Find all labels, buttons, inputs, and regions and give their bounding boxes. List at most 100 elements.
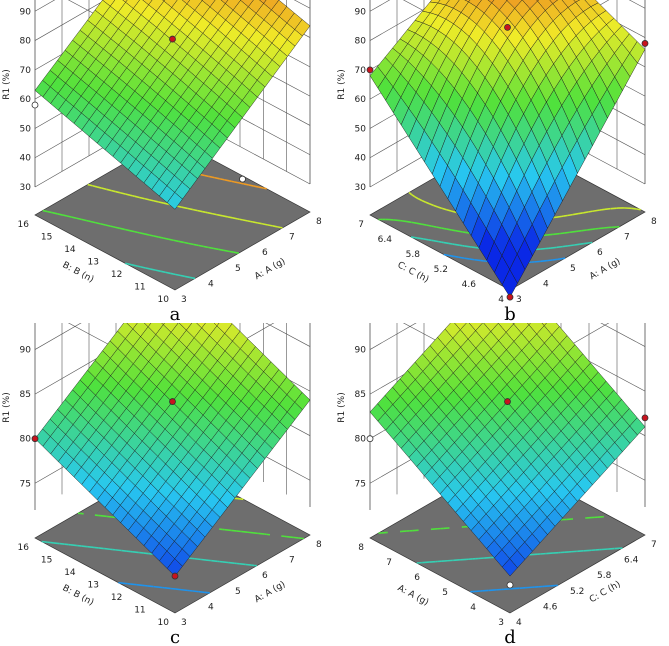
z-tick-label: 50 <box>20 124 32 134</box>
surface-plot-d: 9590858075R1 (%)44.65.25.86.47C: C (h)34… <box>335 323 669 646</box>
wall-grid-line <box>369 323 417 350</box>
design-point <box>239 175 246 183</box>
design-point <box>506 293 514 301</box>
y-tick-label: 13 <box>88 581 99 591</box>
x-tick-label: 4 <box>516 618 522 628</box>
x-axis-label: A: A (g) <box>253 257 287 282</box>
x-tick-label: 7 <box>289 556 295 566</box>
z-axis-label: R1 (%) <box>337 392 347 422</box>
y-tick-label: 11 <box>134 283 145 293</box>
z-tick-label: 60 <box>20 95 32 105</box>
design-point <box>504 398 511 405</box>
wall-grid-line <box>600 323 646 347</box>
z-tick-label: 70 <box>355 66 367 76</box>
design-point <box>506 581 514 589</box>
y-tick-label: 7 <box>358 220 364 230</box>
y-tick-label: 13 <box>88 258 99 268</box>
x-axis-label: A: A (g) <box>588 257 622 282</box>
x-axis-label: A: A (g) <box>253 580 287 605</box>
design-points <box>366 23 649 301</box>
y-tick-label: 6.4 <box>378 235 393 245</box>
x-tick-label: 6 <box>262 571 268 581</box>
y-tick-label: 12 <box>111 270 122 280</box>
panel-caption: a <box>170 304 181 323</box>
x-tick-label: 5 <box>235 264 241 274</box>
x-tick-label: 7 <box>289 233 295 243</box>
x-tick-label: 8 <box>316 217 322 227</box>
y-tick-label: 4 <box>498 295 504 305</box>
x-axis-label: C: C (h) <box>588 580 622 606</box>
design-point <box>641 40 649 47</box>
z-axis: 9590858075R1 (%) <box>2 346 32 490</box>
y-tick-label: 7 <box>386 558 392 568</box>
x-tick-label: 5.2 <box>570 587 584 597</box>
y-tick-label: 10 <box>158 618 170 628</box>
z-axis: 10090807060504030R1 (%) <box>337 7 367 193</box>
response-surface <box>34 323 311 577</box>
response-surface <box>369 0 646 298</box>
z-tick-label: 90 <box>355 7 367 17</box>
design-point <box>366 435 374 443</box>
panel-caption: d <box>504 627 516 646</box>
x-tick-label: 3 <box>181 618 187 628</box>
y-tick-label: 5 <box>442 588 448 598</box>
x-tick-label: 4.6 <box>543 602 558 612</box>
z-tick-label: 90 <box>20 7 32 17</box>
x-tick-label: 4 <box>208 279 214 289</box>
z-tick-label: 80 <box>355 435 367 445</box>
x-tick-label: 6.4 <box>624 556 639 566</box>
panel-caption: c <box>170 627 180 646</box>
y-tick-label: 6 <box>414 573 420 583</box>
wall-grid-line <box>265 323 311 347</box>
design-point <box>641 414 649 422</box>
x-tick-label: 3 <box>181 295 187 305</box>
x-tick-label: 6 <box>262 248 268 258</box>
y-tick-label: 5.8 <box>406 250 421 260</box>
x-tick-label: 8 <box>651 217 657 227</box>
z-tick-label: 50 <box>355 124 367 134</box>
y-tick-label: 4.6 <box>462 280 477 290</box>
z-tick-label: 85 <box>355 390 366 400</box>
z-axis-label: R1 (%) <box>337 69 347 99</box>
z-tick-label: 85 <box>20 390 31 400</box>
z-tick-label: 60 <box>355 95 367 105</box>
design-point <box>169 398 176 405</box>
response-surface <box>369 323 646 577</box>
x-tick-label: 4 <box>208 602 214 612</box>
design-point <box>31 435 39 443</box>
response-surface <box>34 0 311 210</box>
z-tick-label: 75 <box>355 479 366 489</box>
z-tick-label: 80 <box>20 37 32 47</box>
z-tick-label: 80 <box>20 435 32 445</box>
x-tick-label: 5 <box>570 264 576 274</box>
y-tick-label: 14 <box>64 245 76 255</box>
z-tick-label: 75 <box>20 479 31 489</box>
y-tick-label: 12 <box>111 593 122 603</box>
z-tick-label: 90 <box>355 346 367 356</box>
y-tick-label: 8 <box>358 543 364 553</box>
z-axis-label: R1 (%) <box>2 69 12 99</box>
y-tick-label: 11 <box>134 606 145 616</box>
y-tick-label: 15 <box>41 233 52 243</box>
y-tick-label: 4 <box>470 603 476 613</box>
wall-grid-line <box>34 323 82 350</box>
x-tick-label: 7 <box>651 540 657 550</box>
z-axis: 9590858075R1 (%) <box>337 346 367 490</box>
design-point <box>171 572 179 580</box>
y-tick-label: 3 <box>498 618 504 628</box>
z-tick-label: 30 <box>355 183 367 193</box>
design-point <box>366 66 374 74</box>
z-axis: 10090807060504030R1 (%) <box>2 7 32 193</box>
y-axis-label: A: A (g) <box>396 583 430 608</box>
x-tick-label: 6 <box>597 248 603 258</box>
x-tick-label: 7 <box>624 233 630 243</box>
z-tick-label: 80 <box>355 37 367 47</box>
y-tick-label: 15 <box>41 556 52 566</box>
design-point <box>31 101 39 109</box>
design-points <box>31 35 246 183</box>
x-tick-label: 8 <box>316 540 322 550</box>
y-tick-label: 10 <box>158 295 170 305</box>
